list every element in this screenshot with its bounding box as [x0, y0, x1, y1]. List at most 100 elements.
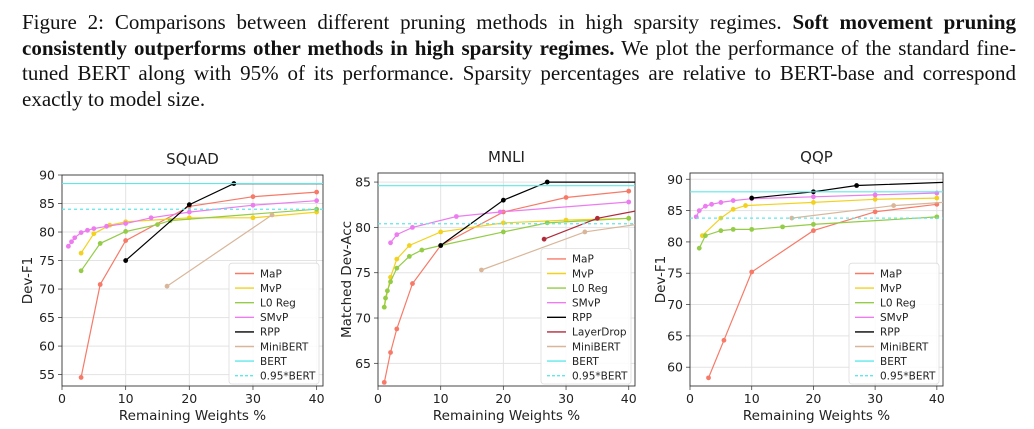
data-point-smvp — [186, 209, 192, 215]
data-point-map — [706, 375, 711, 381]
y-tick-label: 70 — [667, 297, 683, 312]
series-line-map — [707, 203, 937, 379]
data-point-minibert — [891, 203, 897, 208]
data-point-minibert — [582, 229, 588, 235]
data-point-l0-reg — [381, 304, 387, 310]
x-tick-label: 30 — [245, 391, 261, 406]
data-point-l0-reg — [78, 268, 84, 274]
series-line-smvp — [695, 192, 937, 218]
legend-label: L0 Reg — [260, 298, 296, 310]
y-tick-label: 90 — [667, 172, 683, 187]
x-tick-label: 40 — [621, 391, 637, 406]
data-point-map — [314, 189, 320, 195]
y-tick-label: 75 — [355, 265, 371, 280]
data-point-smvp — [811, 194, 816, 200]
data-point-map — [410, 281, 415, 286]
data-point-smvp — [718, 200, 724, 205]
data-point-mvp — [872, 196, 878, 202]
legend-label: MvP — [572, 268, 594, 280]
y-tick-label: 60 — [667, 360, 683, 375]
y-axis-label: Dev-F1 — [20, 257, 36, 305]
legend-label: L0 Reg — [880, 298, 916, 310]
data-point-mvp — [394, 256, 400, 262]
legend-label: LayerDrop — [572, 327, 627, 339]
data-point-smvp — [394, 232, 400, 238]
data-point-map — [811, 228, 816, 234]
legend-label: SMvP — [880, 312, 908, 324]
plot-frame — [689, 172, 944, 387]
legend-label: 0.95*BERT — [880, 371, 936, 383]
data-point-smvp — [78, 230, 84, 235]
data-point-l0-reg — [123, 229, 129, 234]
data-point-smvp — [497, 209, 503, 215]
legend-label: BERT — [880, 356, 907, 368]
data-point-layerdrop — [541, 236, 547, 242]
data-point-l0-reg — [500, 229, 506, 235]
data-point-map — [78, 375, 84, 380]
x-tick-label: 0 — [58, 391, 66, 406]
data-point-smvp — [626, 199, 632, 205]
series-line-map — [383, 190, 629, 383]
data-point-map — [388, 350, 393, 355]
y-tick-label: 75 — [39, 253, 55, 268]
x-tick-label: 10 — [433, 391, 449, 406]
data-point-l0-reg — [811, 221, 816, 227]
x-tick-label: 20 — [495, 391, 511, 406]
data-point-map — [394, 326, 400, 332]
data-point-rpp — [500, 197, 506, 203]
data-point-smvp — [703, 203, 708, 209]
data-point-smvp — [314, 198, 320, 204]
plot-frame — [61, 174, 324, 387]
data-point-mvp — [500, 220, 506, 226]
legend-label: MaP — [880, 268, 902, 280]
legend-label: MaP — [260, 268, 282, 280]
data-point-mvp — [934, 195, 940, 201]
data-point-mvp — [78, 250, 84, 256]
series-line-rpp — [440, 181, 635, 246]
data-point-l0-reg — [626, 215, 632, 221]
y-axis-label: Dev-F1 — [653, 256, 669, 304]
legend-label: RPP — [880, 327, 900, 339]
data-point-l0-reg — [155, 222, 160, 228]
series-line-minibert — [166, 214, 273, 287]
data-point-l0-reg — [388, 279, 393, 285]
y-tick-label: 80 — [355, 220, 371, 235]
legend-label: 0.95*BERT — [572, 371, 628, 383]
data-point-smvp — [72, 235, 78, 241]
y-tick-label: 70 — [355, 311, 371, 326]
chart-title: SQuAD — [166, 150, 219, 168]
y-tick-label: 65 — [39, 310, 55, 325]
y-tick-label: 65 — [355, 356, 371, 371]
data-point-l0-reg — [383, 295, 388, 301]
data-point-smvp — [85, 227, 90, 233]
y-tick-label: 90 — [39, 168, 55, 183]
series-line-rpp — [751, 181, 944, 199]
data-point-map — [626, 188, 632, 194]
data-point-rpp — [749, 195, 755, 201]
squad-chart: 0 10 20 30 40 55 60 65 70 75 80 85 90 SQuAD Remaining … — [20, 150, 325, 424]
legend-label: 0.95*BERT — [260, 371, 316, 383]
chart-title: MNLI — [488, 148, 525, 166]
data-point-map — [250, 194, 256, 200]
y-tick-label: 75 — [667, 266, 683, 281]
data-point-mvp — [406, 243, 412, 248]
caption-prefix: Figure 2: Comparisons between different … — [22, 10, 793, 34]
legend-label: SMvP — [572, 298, 600, 310]
x-tick-label: 40 — [929, 391, 945, 406]
data-point-l0-reg — [703, 233, 708, 239]
y-tick-label: 85 — [667, 203, 683, 218]
data-point-map — [97, 282, 103, 287]
y-axis-label: Matched Dev-Acc — [339, 221, 355, 338]
x-tick-label: 30 — [558, 391, 574, 406]
x-tick-label: 30 — [867, 391, 883, 406]
data-point-rpp — [438, 243, 444, 248]
qqp-chart: 0 10 20 30 40 60 65 70 75 80 85 90 QQP Remaining Weig… — [653, 148, 945, 424]
data-point-smvp — [104, 223, 109, 229]
legend-label: SMvP — [260, 312, 288, 324]
data-point-mvp — [730, 206, 736, 212]
data-point-l0-reg — [97, 241, 103, 246]
data-point-map — [721, 337, 727, 343]
legend-label: MiniBERT — [880, 341, 929, 353]
data-point-smvp — [69, 239, 74, 245]
data-point-layerdrop — [594, 215, 600, 221]
